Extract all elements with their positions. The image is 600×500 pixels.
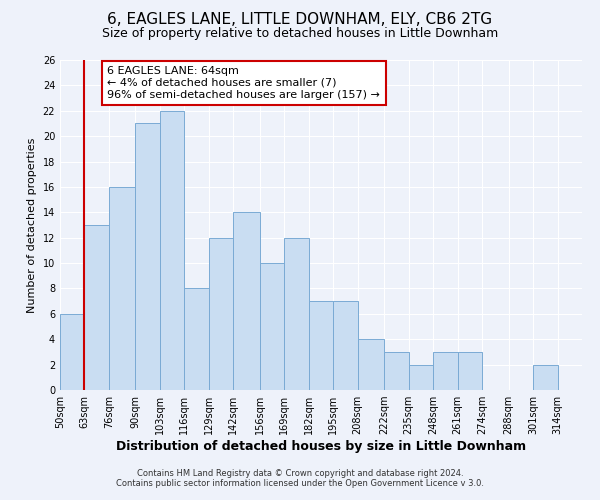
Bar [458,352,482,390]
Bar [160,111,184,390]
Bar [309,301,333,390]
Bar [333,301,358,390]
Text: Contains HM Land Registry data © Crown copyright and database right 2024.: Contains HM Land Registry data © Crown c… [137,468,463,477]
Bar [433,352,458,390]
Bar [209,238,233,390]
Y-axis label: Number of detached properties: Number of detached properties [27,138,37,312]
Text: Contains public sector information licensed under the Open Government Licence v : Contains public sector information licen… [116,478,484,488]
Text: 6 EAGLES LANE: 64sqm
← 4% of detached houses are smaller (7)
96% of semi-detache: 6 EAGLES LANE: 64sqm ← 4% of detached ho… [107,66,380,100]
X-axis label: Distribution of detached houses by size in Little Downham: Distribution of detached houses by size … [116,440,526,453]
Bar [384,352,409,390]
Bar [109,187,136,390]
Bar [284,238,309,390]
Bar [358,339,384,390]
Bar [85,225,109,390]
Bar [184,288,209,390]
Bar [533,364,557,390]
Bar [409,364,433,390]
Bar [233,212,260,390]
Bar [260,263,284,390]
Text: 6, EAGLES LANE, LITTLE DOWNHAM, ELY, CB6 2TG: 6, EAGLES LANE, LITTLE DOWNHAM, ELY, CB6… [107,12,493,28]
Text: Size of property relative to detached houses in Little Downham: Size of property relative to detached ho… [102,28,498,40]
Bar [136,124,160,390]
Bar [60,314,85,390]
